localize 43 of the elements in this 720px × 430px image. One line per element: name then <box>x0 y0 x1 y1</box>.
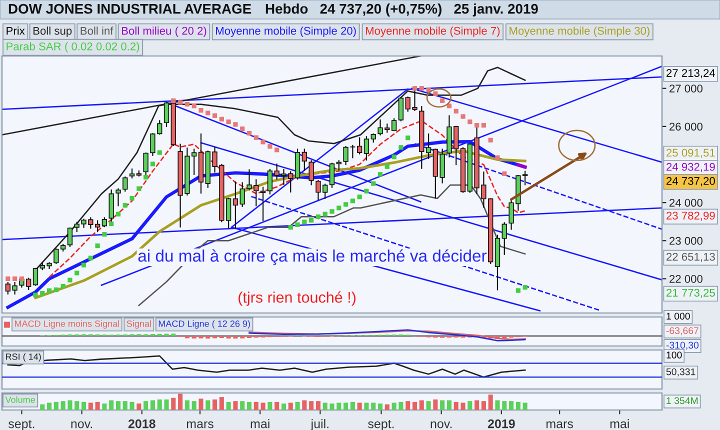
text: Moyenne mobile (Simple 20) <box>216 26 356 37</box>
y-tick-label: 26 000 <box>670 122 702 131</box>
annotation: (tjrs rien touché !) <box>238 291 356 306</box>
y-tick-label: 24 000 <box>670 198 702 207</box>
y-tick-label: 22 000 <box>670 275 702 283</box>
x-tick-label: nov. <box>430 421 452 428</box>
text: 24 932,19 <box>666 162 715 172</box>
x-tick-label: mars <box>546 421 573 428</box>
series-label: RSI ( 14) <box>6 353 41 362</box>
chart-title: DOW JONES INDUSTRIAL AVERAGE <box>8 4 252 14</box>
series-label: MACD Ligne ( 12 26 9) <box>158 320 250 329</box>
text: Boll milieu ( 20 2) <box>122 26 206 37</box>
x-tick-label: mai <box>250 419 270 428</box>
text: 25 091,51 <box>666 148 715 158</box>
annotation: ai du mal à croire ça mais le marché va décider <box>138 249 487 266</box>
legend-label: MACD Ligne moins Signal <box>15 320 120 329</box>
text: 22 651,13 <box>666 252 715 262</box>
series-label: Volume <box>5 396 35 403</box>
x-tick-label: 2018 <box>128 419 156 428</box>
text: Signal <box>126 320 151 329</box>
x-tick-label: mars <box>186 421 214 428</box>
text: Prix <box>6 26 25 35</box>
y-tick-label: 27 000 <box>670 84 702 92</box>
text: Moyenne mobile (Simple 30) <box>510 26 650 37</box>
text: 27 213,24 <box>666 69 716 78</box>
text: -63,667 <box>666 327 698 336</box>
text: Moyenne mobile (Simple 7) <box>366 26 500 37</box>
x-tick-label: mai <box>610 419 629 428</box>
text: 21 773,25 <box>666 288 715 298</box>
text: 23 782,99 <box>666 212 715 221</box>
x-tick-label: 2019 <box>488 419 515 428</box>
x-tick-label: nov. <box>71 421 92 428</box>
text: Boll inf <box>80 26 114 35</box>
text: 100 <box>666 352 682 358</box>
text: 50,331 <box>666 368 696 376</box>
text: 24 737,20 <box>666 177 715 186</box>
text: Parab SAR ( 0.02 0.02 0.2) <box>6 42 140 53</box>
chart-subtitle: Hebdo 24 737,20 (+0,75%) 25 janv. 2019 <box>266 4 538 16</box>
text: -310,30 <box>666 342 699 350</box>
text: 1 000 <box>666 312 690 320</box>
y-tick-label: 23 000 <box>670 236 702 245</box>
text: Boll sup <box>33 26 72 37</box>
text: 1 354M <box>666 397 698 404</box>
